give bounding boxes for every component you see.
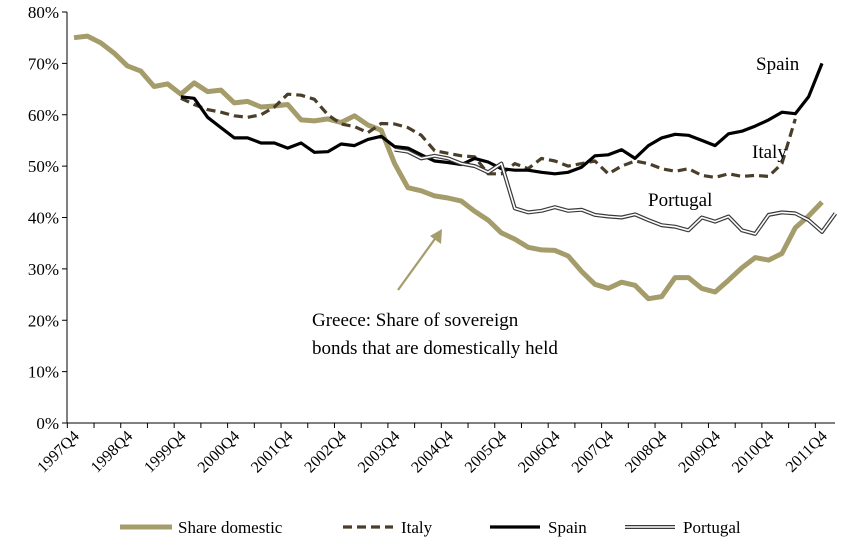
legend-portugal-label: Portugal [683,518,741,537]
legend-italy-label: Italy [401,518,433,537]
x-tick-label: 1999Q4 [141,428,189,476]
legend: Share domestic Italy Spain Portugal [120,518,741,537]
x-tick-label: 2000Q4 [195,428,243,476]
x-tick-label: 2011Q4 [783,428,831,476]
x-tick-label: 2010Q4 [729,428,777,476]
y-tick-label: 40% [28,209,59,228]
y-axis: 0% 10% 20% 30% 40% 50% 60% 70% 80% [28,3,68,433]
annotation-portugal: Portugal [648,190,712,211]
series-lines [73,33,838,302]
x-tick-label: 2006Q4 [515,428,563,476]
x-tick-label: 2002Q4 [301,428,349,476]
x-tick-label: 2005Q4 [462,428,510,476]
annotation-spain: Spain [756,54,800,75]
y-tick-label: 30% [28,260,59,279]
series-line-spain [180,62,824,176]
y-tick-label: 80% [28,3,59,22]
legend-share-domestic-label: Share domestic [178,518,283,537]
x-axis: 1997Q4 1998Q4 1999Q4 2000Q4 2001Q4 2002Q4 2003… [34,422,835,476]
x-tick-label: 1997Q4 [34,428,82,476]
legend-spain-label: Spain [548,518,587,537]
y-tick-label: 20% [28,311,59,330]
greece-arrow [397,229,442,291]
y-tick-label: 0% [36,414,59,433]
x-tick-label: 1998Q4 [88,428,136,476]
annotation-greece-line2: bonds that are domestically held [312,338,558,359]
x-tick-label: 2001Q4 [248,428,296,476]
y-tick-label: 10% [28,363,59,382]
x-tick-label: 2009Q4 [675,428,723,476]
annotations: Spain Italy Portugal Greece: Share of so… [312,54,800,359]
series-line-share-domestic [73,33,824,302]
x-tick-label: 2004Q4 [408,428,456,476]
x-tick-label: 2003Q4 [355,428,403,476]
x-tick-label: 2008Q4 [622,428,670,476]
y-tick-label: 70% [28,54,59,73]
series-line-portugal-inner [394,148,837,235]
y-tick-label: 60% [28,106,59,125]
x-tick-label: 2007Q4 [569,428,617,476]
y-tick-label: 50% [28,157,59,176]
annotation-italy: Italy [752,142,787,163]
annotation-greece-line1: Greece: Share of sovereign [312,310,519,331]
